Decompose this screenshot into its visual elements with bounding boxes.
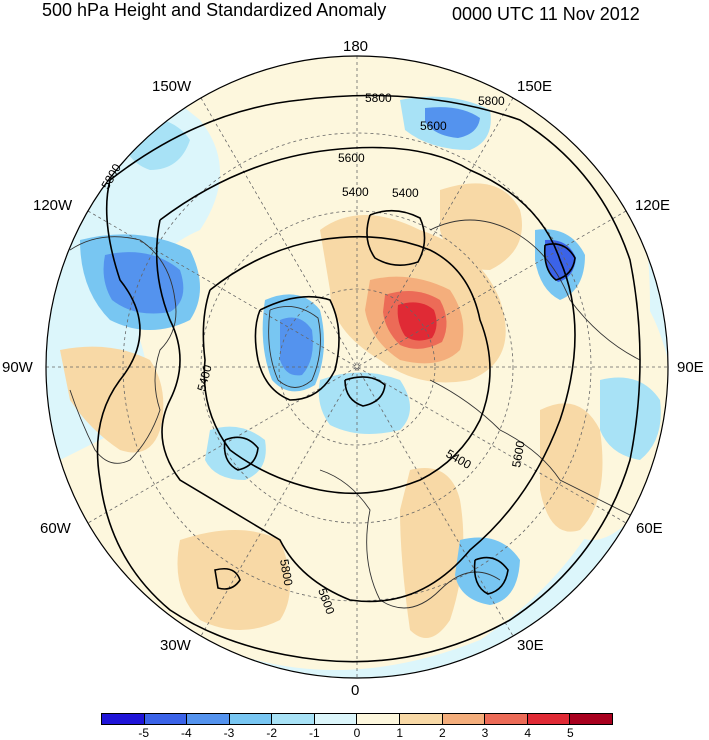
contour-low-arctic (344, 376, 386, 407)
lon-label-60e: 60E (636, 520, 663, 537)
height-contours (96, 94, 641, 663)
colorbar-swatch (570, 714, 612, 724)
anomaly-plus2-asia (540, 403, 603, 532)
colorbar-swatch (272, 714, 315, 724)
lon-label-60w: 60W (40, 520, 71, 537)
contour-label: 5600 (338, 151, 365, 165)
colorbar-tick-label: -3 (223, 726, 235, 740)
colorbar-tick-label: 4 (524, 726, 531, 740)
lon-label-120e: 120E (635, 197, 671, 214)
lon-label-0: 0 (351, 682, 360, 699)
lon-label-90e: 90E (677, 359, 704, 376)
colorbar-swatch (400, 714, 443, 724)
anomaly-plus2-atlantic (177, 530, 290, 630)
coastline-greenland (268, 305, 321, 388)
lon-label-120w: 120W (33, 197, 73, 214)
valid-time: 0000 UTC 11 Nov 2012 (452, 4, 640, 24)
coastline-europe (319, 469, 501, 609)
contour-5200 (254, 295, 340, 401)
anomaly-minus1-arctic (318, 372, 410, 434)
colorbar-tick-label: 3 (481, 726, 489, 740)
anomaly-minus2-europe-low (455, 537, 520, 605)
colorbar-swatch (527, 714, 571, 724)
contour-low-pacific (366, 209, 426, 266)
anomaly-minus1-east (600, 377, 661, 460)
colorbar-tick-label: 1 (396, 726, 403, 740)
contour-low-kamchatka (543, 243, 576, 281)
colorbar-tick-label: -2 (266, 726, 277, 740)
colorbar-tick-label: -5 (138, 726, 149, 740)
contour-label: 5400 (194, 363, 215, 393)
contour-high-atlantic (214, 567, 241, 590)
lon-label-180: 180 (343, 38, 369, 55)
anomaly-plus2-northamerica (60, 346, 164, 453)
colorbar (101, 713, 613, 725)
anomaly-minus3-pacific (425, 107, 480, 138)
colorbar-swatch (485, 714, 528, 724)
contour-label: 5800 (365, 91, 392, 105)
contour-label: 5600 (509, 439, 527, 468)
colorbar-tick-label: 0 (353, 726, 361, 740)
colorbar-swatch (442, 714, 486, 724)
contour-label: 5400 (392, 186, 419, 200)
contour-low-labrador (223, 436, 259, 471)
colorbar-swatch (102, 714, 145, 724)
lon-label-150w: 150W (152, 78, 192, 95)
coastline-asia (429, 379, 641, 521)
anomaly-minus3-greenland (280, 317, 313, 376)
colorbar-tick-label: -4 (180, 726, 192, 740)
colorbar-swatch (314, 714, 358, 724)
anomaly-shading (60, 56, 668, 670)
contour-label: 5800 (277, 558, 295, 587)
lon-label-90w: 90W (2, 359, 33, 376)
colorbar-tick-label: 5 (566, 726, 574, 740)
contour-5400 (202, 235, 491, 495)
contour-label: 5800 (478, 94, 505, 108)
colorbar-swatch (357, 714, 401, 724)
colorbar-swatch (144, 714, 188, 724)
colorbar-swatch (187, 714, 230, 724)
lon-label-30w: 30W (160, 637, 191, 654)
contour-5800-outer (96, 94, 641, 663)
contour-5600 (155, 146, 576, 603)
colorbar-tick-label: 2 (438, 726, 446, 740)
contour-label: 5400 (342, 185, 369, 199)
colorbar-swatch (229, 714, 273, 724)
colorbar-tick-label: -1 (308, 726, 320, 740)
contour-low-europe (473, 556, 509, 595)
contour-label: 5600 (420, 119, 447, 133)
anomaly-plus2-europe (400, 468, 464, 638)
map-title: 500 hPa Height and Standardized Anomaly (42, 0, 387, 20)
lon-label-150e: 150E (517, 78, 553, 95)
lon-label-30e: 30E (517, 637, 544, 654)
map-border (45, 55, 669, 679)
anomaly-plus5-core (397, 302, 437, 341)
coastline-north-america (69, 236, 177, 464)
anomaly-plus2-siberia (440, 183, 522, 270)
